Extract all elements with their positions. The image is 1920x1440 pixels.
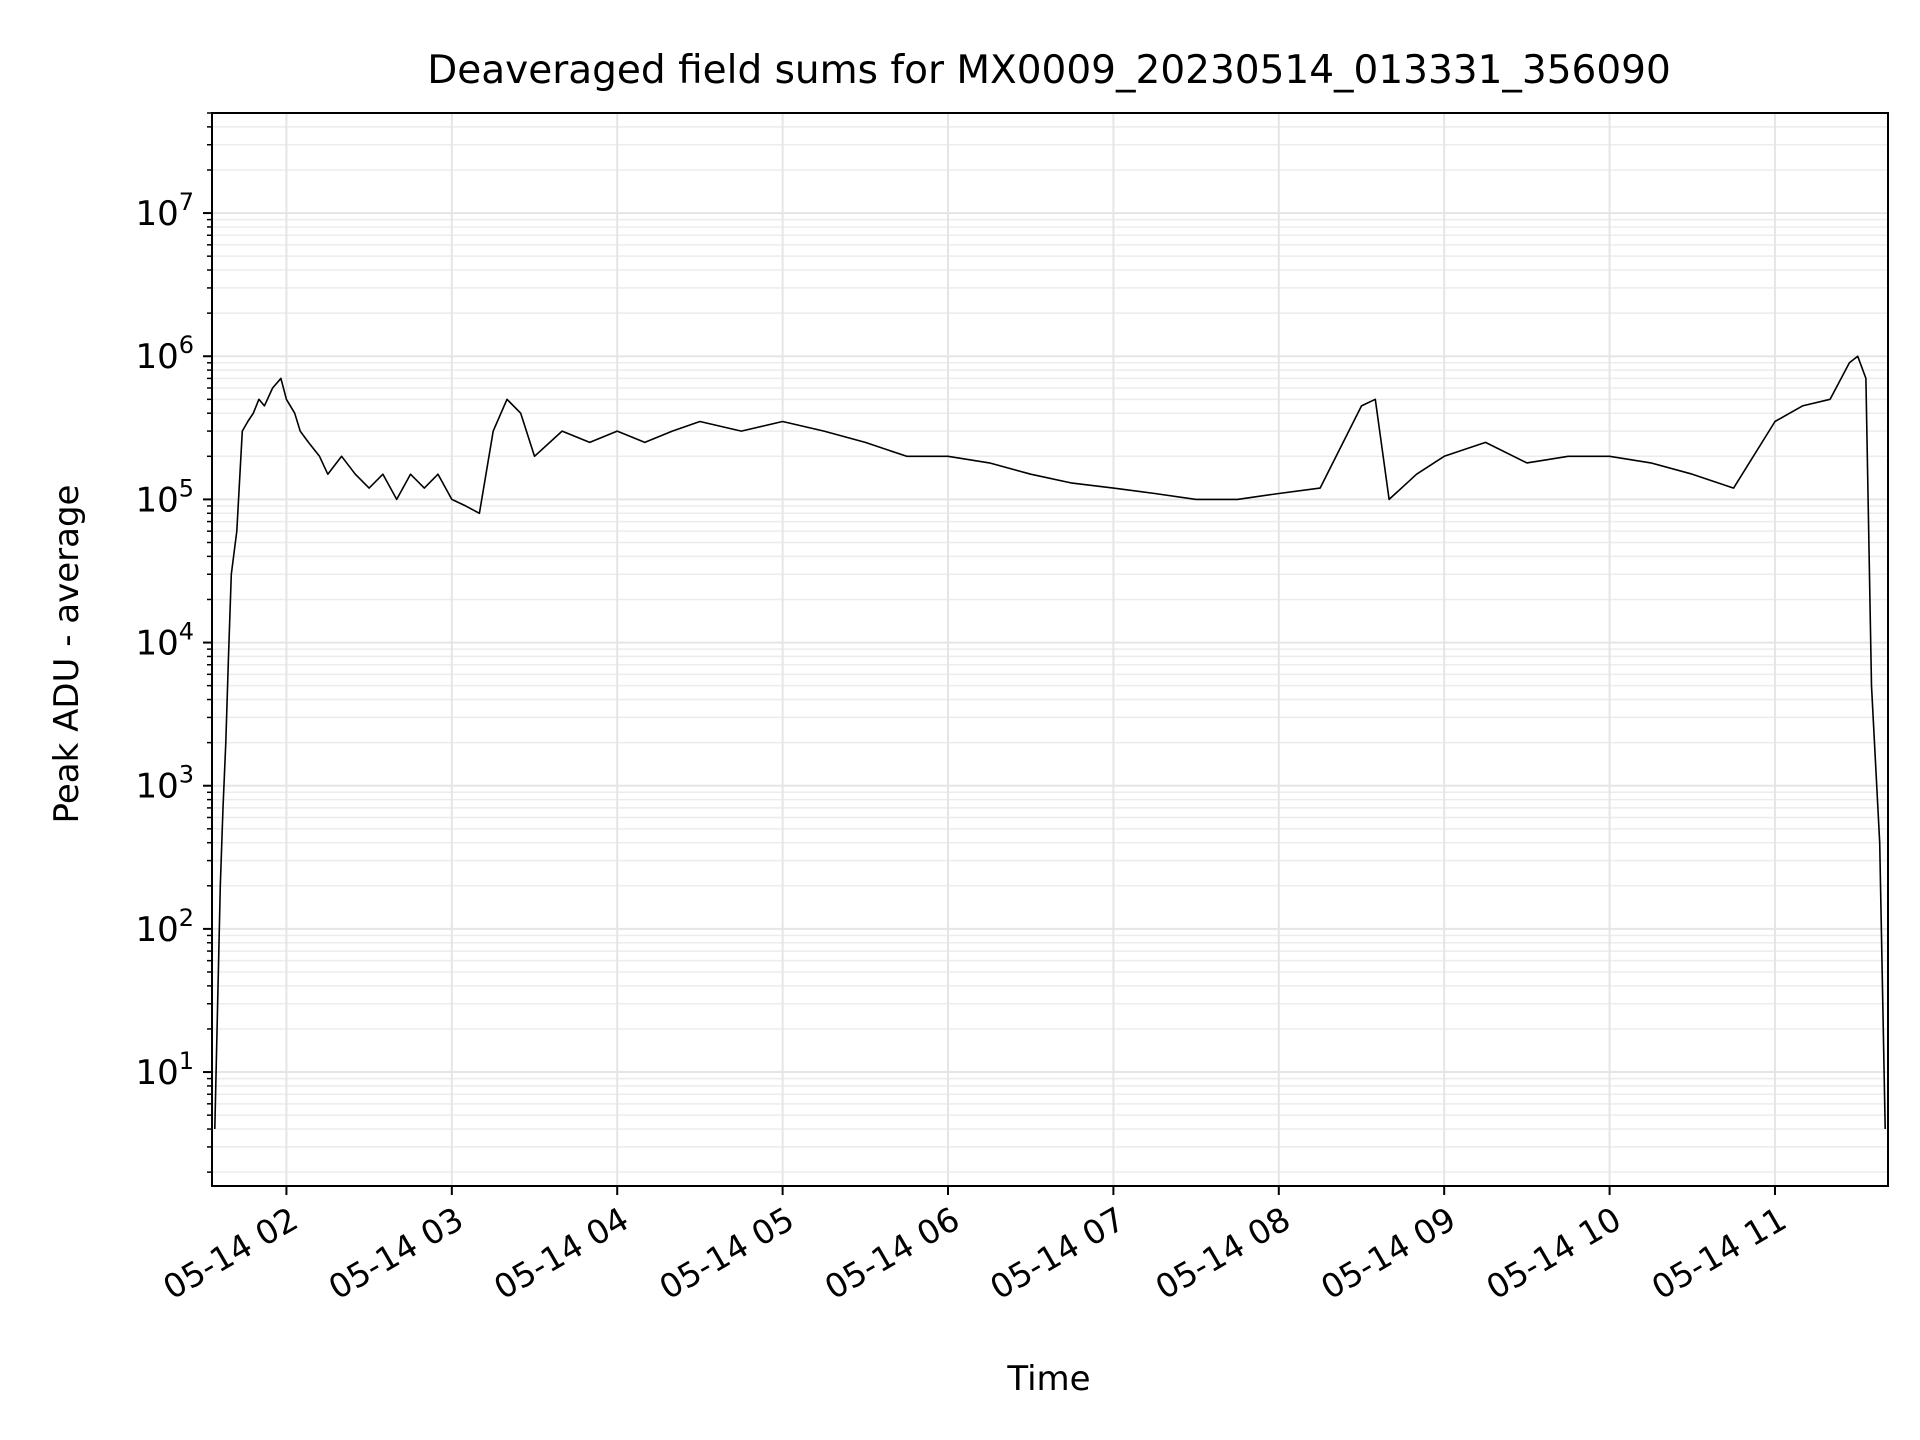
y-tick-label: 101 bbox=[135, 1047, 194, 1093]
y-tick-label: 107 bbox=[135, 188, 194, 234]
y-axis-label: Peak ADU - average bbox=[47, 485, 87, 824]
series-layer bbox=[214, 355, 1886, 1130]
grid bbox=[212, 112, 1888, 1186]
y-tick-label: 106 bbox=[135, 331, 194, 377]
x-axis-label: Time bbox=[1006, 1359, 1090, 1399]
y-tick-label: 103 bbox=[135, 761, 194, 807]
y-tick-label: 105 bbox=[135, 474, 194, 520]
y-tick-label: 102 bbox=[135, 904, 194, 950]
chart-title: Deaveraged field sums for MX0009_2023051… bbox=[427, 48, 1671, 93]
y-tick-label: 104 bbox=[135, 618, 194, 664]
data-series-line bbox=[214, 355, 1886, 1130]
plot-frame bbox=[211, 112, 1889, 1187]
